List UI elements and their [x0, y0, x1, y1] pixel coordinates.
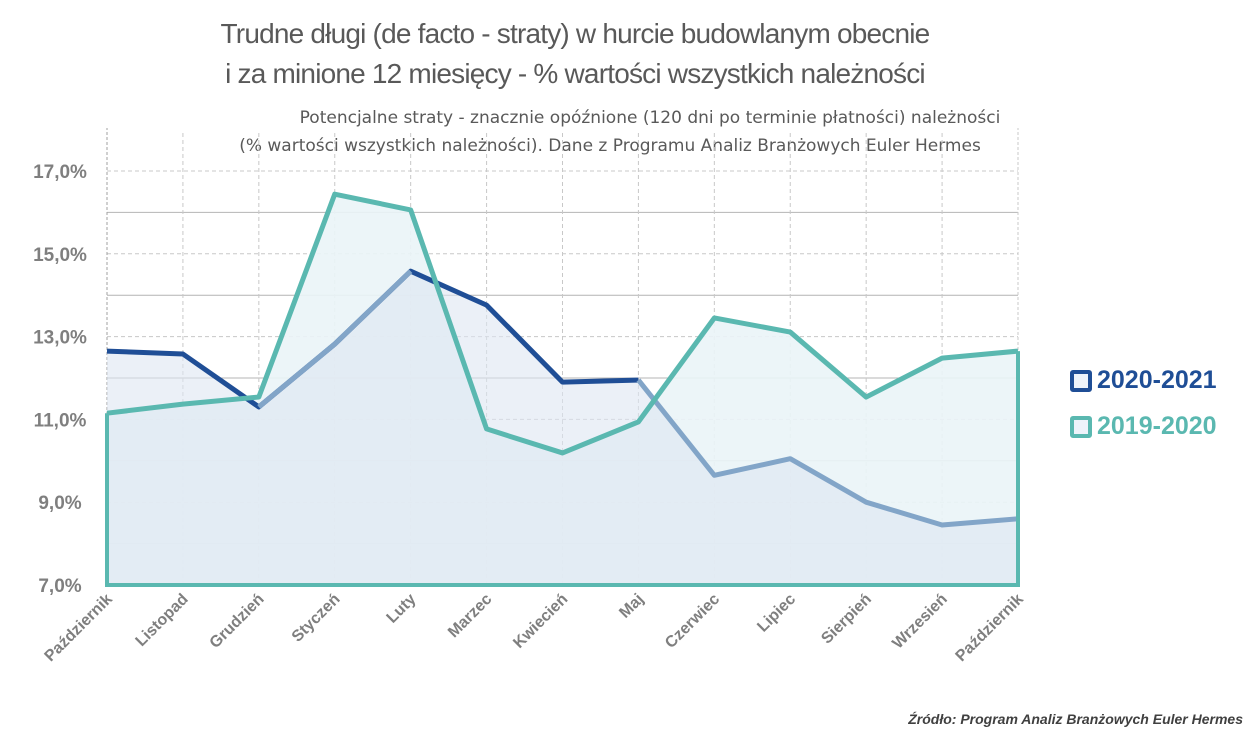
x-tick-label: Listopad: [133, 591, 192, 650]
chart-title-line-1: Trudne długi (de facto - straty) w hurci…: [220, 18, 931, 49]
chart-title-line-2: i za minione 12 miesięcy - % wartości ws…: [225, 58, 926, 89]
series-line-unlabeled: [636, 378, 1019, 528]
x-tick-label: Wrzesień: [889, 591, 950, 652]
x-tick-label: Kwiecień: [510, 591, 571, 652]
x-tick-label: Październik: [42, 591, 116, 665]
x-tick-label: Grudzień: [207, 591, 268, 652]
x-tick-label: Lipiec: [754, 591, 799, 636]
x-tick-label: Styczeń: [289, 591, 344, 646]
y-tick-label: 15,0%: [33, 245, 87, 266]
series-line-unlabeled: [257, 269, 413, 409]
area-2020-2021: [107, 271, 1018, 585]
series-line-2019-2020: [106, 191, 1019, 456]
chart-subtitle-line-2: (% wartości wszystkich należności). Dane…: [239, 136, 981, 156]
x-tick-label: Maj: [616, 591, 647, 622]
legend-label: 2019-2020: [1097, 412, 1217, 440]
legend-label: 2020-2021: [1097, 366, 1217, 394]
y-tick-label: 9,0%: [38, 493, 81, 514]
x-tick-label: Sierpień: [818, 591, 875, 648]
legend-swatch-icon: [1070, 415, 1092, 438]
x-tick-label: Marzec: [445, 591, 495, 641]
x-tick-label: Luty: [384, 591, 420, 627]
source-note: Źródło: Program Analiz Branżowych Euler …: [908, 711, 1243, 727]
x-tick-label: Czerwiec: [662, 591, 723, 652]
y-tick-label: 13,0%: [33, 328, 87, 349]
area-outline-2019-2020: [105, 351, 1020, 587]
y-tick-label: 7,0%: [38, 576, 81, 597]
y-tick-label: 17,0%: [33, 162, 87, 183]
legend-item-2020-2021: 2020-2021: [1070, 366, 1217, 395]
chart-subtitle-line-1: Potencjalne straty - znacznie opóźnione …: [299, 108, 1001, 128]
legend-swatch-icon: [1070, 369, 1092, 392]
y-tick-label: 11,0%: [34, 410, 87, 431]
legend-item-2019-2020: 2019-2020: [1070, 412, 1217, 441]
x-tick-label: Październik: [953, 591, 1027, 665]
